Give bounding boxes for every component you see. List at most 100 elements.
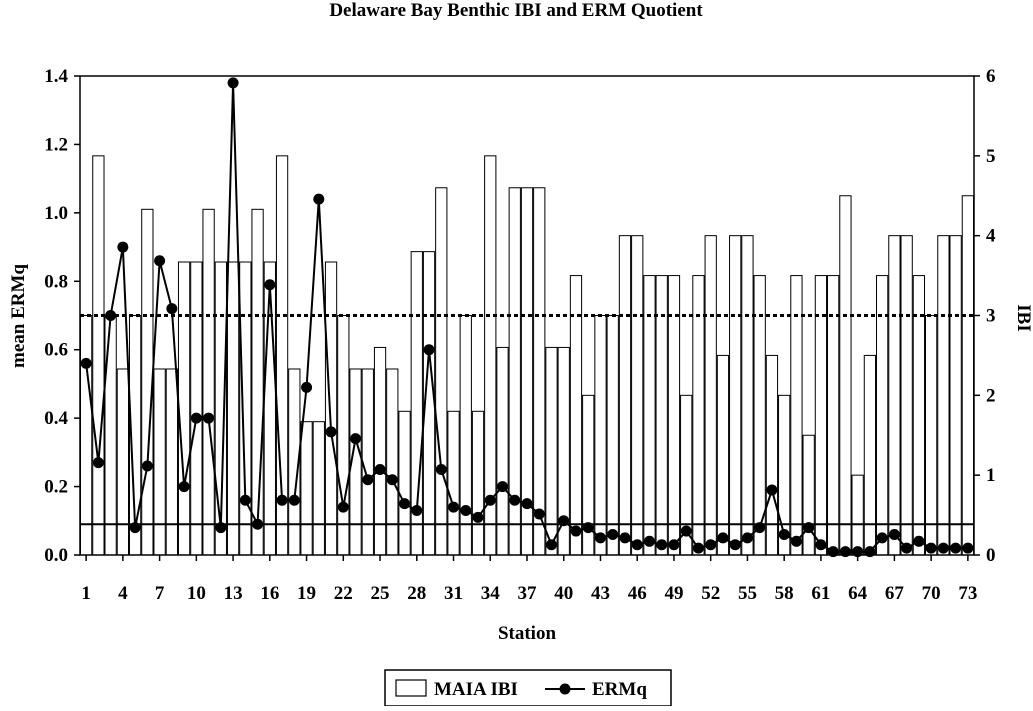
ibi-bar: [300, 421, 313, 556]
ibi-bar: [704, 235, 717, 556]
x-tick-label: 34: [481, 583, 501, 604]
ermq-point: [203, 412, 215, 424]
ermq-point: [815, 539, 827, 551]
ermq-point: [117, 241, 129, 253]
y2-tick-label: 6: [986, 66, 996, 87]
ermq-point: [264, 279, 276, 291]
y2-axis-label: IBI: [1013, 304, 1033, 331]
ermq-point: [350, 433, 362, 445]
y2-tick-label: 5: [986, 146, 996, 167]
ibi-bar: [92, 155, 105, 556]
ibi-bar: [631, 235, 644, 556]
legend-ermq-marker: [559, 683, 571, 695]
ermq-point: [276, 494, 288, 506]
ibi-bar: [692, 275, 705, 556]
ibi-bar: [324, 261, 338, 556]
ermq-point: [509, 494, 521, 506]
ibi-bar: [312, 421, 325, 556]
ermq-point: [460, 505, 472, 517]
x-tick-label: 73: [958, 583, 977, 604]
ibi-bar: [851, 474, 864, 556]
ibi-bar: [471, 410, 485, 556]
ermq-point: [901, 542, 913, 554]
ermq-point: [386, 474, 398, 486]
ermq-point: [766, 484, 778, 496]
y-tick-label: 0.0: [44, 545, 68, 566]
x-tick-label: 22: [334, 583, 353, 604]
ermq-point: [337, 501, 349, 513]
ibi-bar: [386, 368, 399, 556]
ermq-point: [374, 463, 386, 475]
y-tick-label: 0.2: [44, 477, 68, 498]
x-tick-label: 49: [664, 583, 683, 604]
y-tick-label: 1.4: [44, 66, 68, 87]
ibi-bar: [790, 275, 803, 556]
ermq-point: [435, 463, 447, 475]
ermq-point: [533, 508, 545, 520]
ibi-bar: [888, 235, 901, 556]
ibi-bar: [961, 195, 975, 556]
ibi-bar: [594, 315, 607, 556]
ibi-bar: [827, 275, 840, 556]
ermq-point: [301, 381, 313, 393]
ermq-point: [668, 539, 680, 551]
ibi-bars: [79, 155, 975, 556]
ermq-point: [754, 522, 766, 534]
x-tick-label: 25: [371, 583, 390, 604]
ermq-point: [399, 498, 411, 510]
ibi-bar: [435, 187, 448, 556]
ermq-point: [154, 255, 166, 267]
ibi-bar: [876, 275, 889, 556]
x-tick-label: 13: [224, 583, 243, 604]
ermq-point: [288, 494, 300, 506]
ermq-point: [472, 511, 484, 523]
ibi-bar: [912, 275, 926, 556]
ermq-point: [105, 310, 117, 321]
x-tick-label: 4: [118, 583, 128, 604]
x-axis-label: Station: [498, 623, 557, 644]
ibi-bar: [190, 261, 203, 556]
x-tick-label: 31: [444, 583, 463, 604]
ermq-point: [913, 535, 925, 547]
ibi-bar: [937, 235, 950, 556]
ibi-bar: [802, 434, 815, 556]
ibi-bar: [459, 315, 472, 556]
y2-tick-label: 2: [986, 385, 996, 406]
ermq-point: [705, 539, 717, 551]
ermq-point: [692, 542, 704, 554]
x-tick-label: 7: [155, 583, 165, 604]
y-tick-label: 1.0: [44, 203, 68, 224]
reference-lines: [80, 314, 974, 526]
ibi-bar: [741, 235, 754, 556]
y-tick-label: 0.4: [44, 408, 68, 429]
x-tick-label: 19: [297, 583, 316, 604]
ermq-point: [680, 525, 692, 537]
ermq-point: [497, 481, 509, 493]
ermq-point: [631, 539, 643, 551]
ermq-point: [129, 522, 141, 534]
ibi-bar: [337, 315, 350, 556]
ibi-bar: [177, 261, 191, 556]
ermq-point: [558, 515, 570, 527]
legend-ermq-label: ERMq: [592, 679, 647, 700]
x-tick-label: 46: [628, 583, 647, 604]
ibi-bar: [398, 410, 411, 556]
ibi-bar: [533, 187, 546, 556]
ibi-bar: [655, 275, 668, 556]
ermq-point: [962, 542, 974, 554]
ermq-point: [570, 525, 582, 537]
x-tick-label: 58: [775, 583, 794, 604]
legend: MAIA IBI ERMq: [384, 669, 672, 707]
ibi-bar: [447, 410, 460, 556]
ermq-point: [448, 501, 460, 513]
ibi-bar: [643, 275, 656, 556]
ibi-bar: [814, 275, 828, 556]
ibi-bar: [141, 208, 154, 556]
y-tick-label: 0.6: [44, 340, 68, 361]
ibi-bar: [263, 261, 276, 556]
ermq-point: [619, 532, 631, 544]
ibi-bar: [606, 315, 619, 556]
ermq-point: [643, 535, 655, 547]
